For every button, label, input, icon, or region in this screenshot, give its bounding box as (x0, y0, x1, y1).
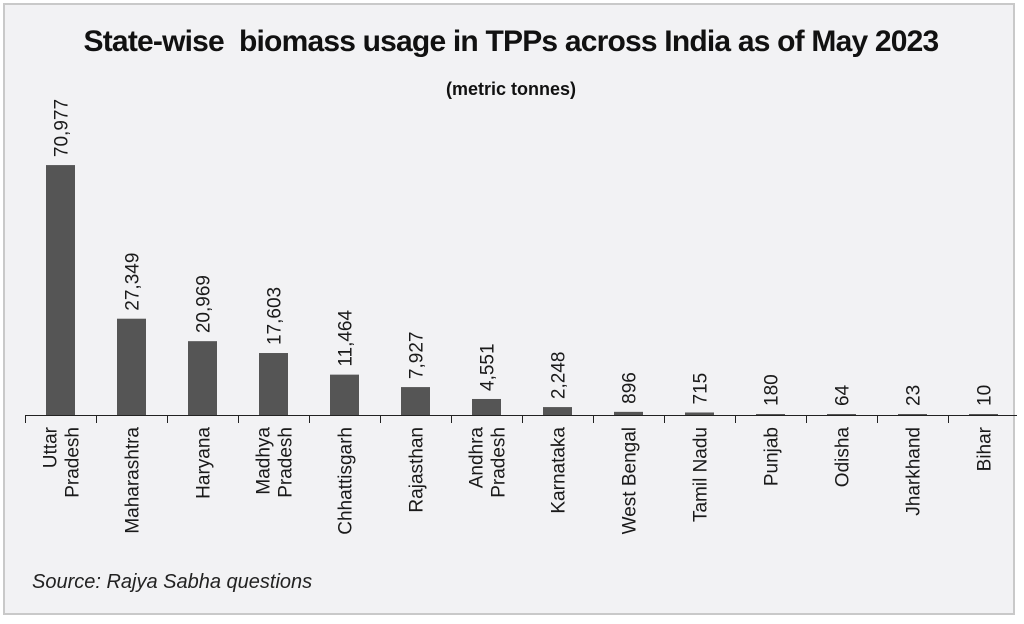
bar (969, 414, 998, 415)
bar (472, 398, 501, 415)
bar (259, 353, 288, 415)
chart-frame: State-wise biomass usage in TPPs across … (3, 3, 1017, 615)
x-tick-label: Pradesh (489, 427, 510, 498)
x-tick-label: Odisha (833, 427, 854, 488)
data-label: 64 (833, 384, 854, 406)
x-tick-label: Haryana (194, 427, 215, 499)
source-note: Source: Rajya Sabha questions (32, 571, 313, 593)
x-tick-label: Uttar (41, 426, 62, 468)
bar (756, 414, 785, 415)
bar (543, 407, 572, 415)
chart-subtitle: (metric tonnes) (445, 79, 577, 99)
data-label: 20,969 (194, 275, 215, 333)
x-tick-label: Andhra (467, 427, 488, 489)
x-tick-label: Pradesh (63, 427, 84, 498)
data-label: 715 (691, 373, 712, 405)
x-tick-label: West Bengal (620, 427, 641, 534)
x-tick-label: Jharkhand (904, 427, 925, 516)
x-tick-label: Rajasthan (407, 427, 428, 513)
x-tick-label: Tamil Nadu (691, 427, 712, 522)
data-label: 10 (975, 385, 996, 406)
data-label: 4,551 (478, 343, 499, 391)
data-label: 2,248 (549, 352, 570, 400)
bar (46, 165, 75, 415)
data-label: 23 (904, 385, 925, 406)
x-tick-label: Pradesh (276, 427, 297, 498)
bar (827, 414, 856, 415)
bar (188, 341, 217, 415)
data-label: 7,927 (407, 332, 428, 380)
bar (898, 414, 927, 415)
bar (117, 318, 146, 415)
bar (401, 387, 430, 415)
data-label: 11,464 (336, 309, 357, 366)
x-tick-label: Karnataka (549, 427, 570, 514)
bar (685, 412, 714, 415)
chart-title: State-wise biomass usage in TPPs across … (83, 25, 940, 58)
bar (614, 411, 643, 415)
x-tick-label: Punjab (762, 427, 783, 486)
x-tick-label: Maharashtra (123, 427, 144, 534)
x-tick-label: Madhya (254, 427, 275, 495)
data-label: 180 (762, 374, 783, 406)
x-tick-label: Chhattisgarh (336, 427, 357, 535)
data-label: 896 (620, 372, 641, 404)
data-label: 17,603 (265, 287, 286, 345)
x-tick-label: Bihar (975, 426, 996, 471)
data-label: 27,349 (123, 253, 144, 311)
bar (330, 374, 359, 415)
data-label: 70,977 (52, 99, 73, 157)
